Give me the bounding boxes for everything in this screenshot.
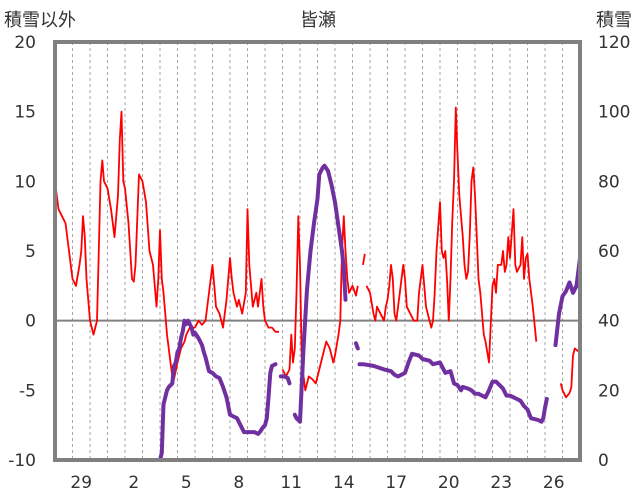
left-axis-title: 積雪以外 (4, 10, 76, 31)
right-tick-label: 100 (598, 103, 630, 123)
x-tick-label: 23 (490, 473, 512, 493)
x-tick-label: 14 (333, 473, 355, 493)
right-tick-label: 20 (598, 381, 620, 401)
snow-depth-series-3 (292, 163, 348, 424)
temperature-series-2 (281, 215, 359, 392)
snow-depth-series-5 (357, 351, 549, 424)
x-tick-label: 20 (438, 473, 460, 493)
x-tick-label: 8 (233, 473, 244, 493)
temperature-series-3 (362, 253, 366, 266)
x-axis-ticks: 29 2 5 8 11 14 17 20 23 26 (70, 473, 564, 493)
x-tick-label: 29 (70, 473, 92, 493)
x-tick-label: 11 (280, 473, 302, 493)
left-tick-label: 5 (25, 242, 36, 262)
left-tick-label: -5 (19, 381, 36, 401)
x-tick-label: 17 (385, 473, 407, 493)
left-tick-label: -10 (8, 451, 36, 471)
plot-frame (53, 40, 582, 462)
temperature-series-4 (365, 106, 538, 364)
right-tick-label: 40 (598, 312, 620, 332)
x-tick-label: 5 (181, 473, 192, 493)
right-tick-label: 60 (598, 242, 620, 262)
right-axis-title: 積雪 (596, 10, 632, 31)
right-tick-label: 120 (598, 33, 630, 53)
x-tick-label: 26 (543, 473, 565, 493)
x-tick-label: 2 (128, 473, 139, 493)
temperature-series-5 (559, 347, 580, 399)
right-axis-ticks: 120 100 80 60 40 20 0 (598, 33, 630, 471)
right-tick-label: 0 (598, 451, 609, 471)
temperature-series-1 (54, 110, 279, 381)
snow-depth-series-1 (53, 318, 278, 462)
right-tick-label: 80 (598, 172, 620, 192)
snow-depth-series-4 (354, 341, 360, 351)
snow-depth-series-2 (278, 374, 292, 386)
left-tick-label: 0 (25, 312, 36, 332)
left-tick-label: 15 (14, 103, 36, 123)
left-tick-label: 10 (14, 172, 36, 192)
snow-depth-series-6 (553, 256, 582, 348)
series-layer (53, 106, 582, 462)
left-axis-ticks: 20 15 10 5 0 -5 -10 (8, 33, 36, 471)
chart-title: 皆瀬 (300, 10, 336, 31)
left-tick-label: 20 (14, 33, 36, 53)
